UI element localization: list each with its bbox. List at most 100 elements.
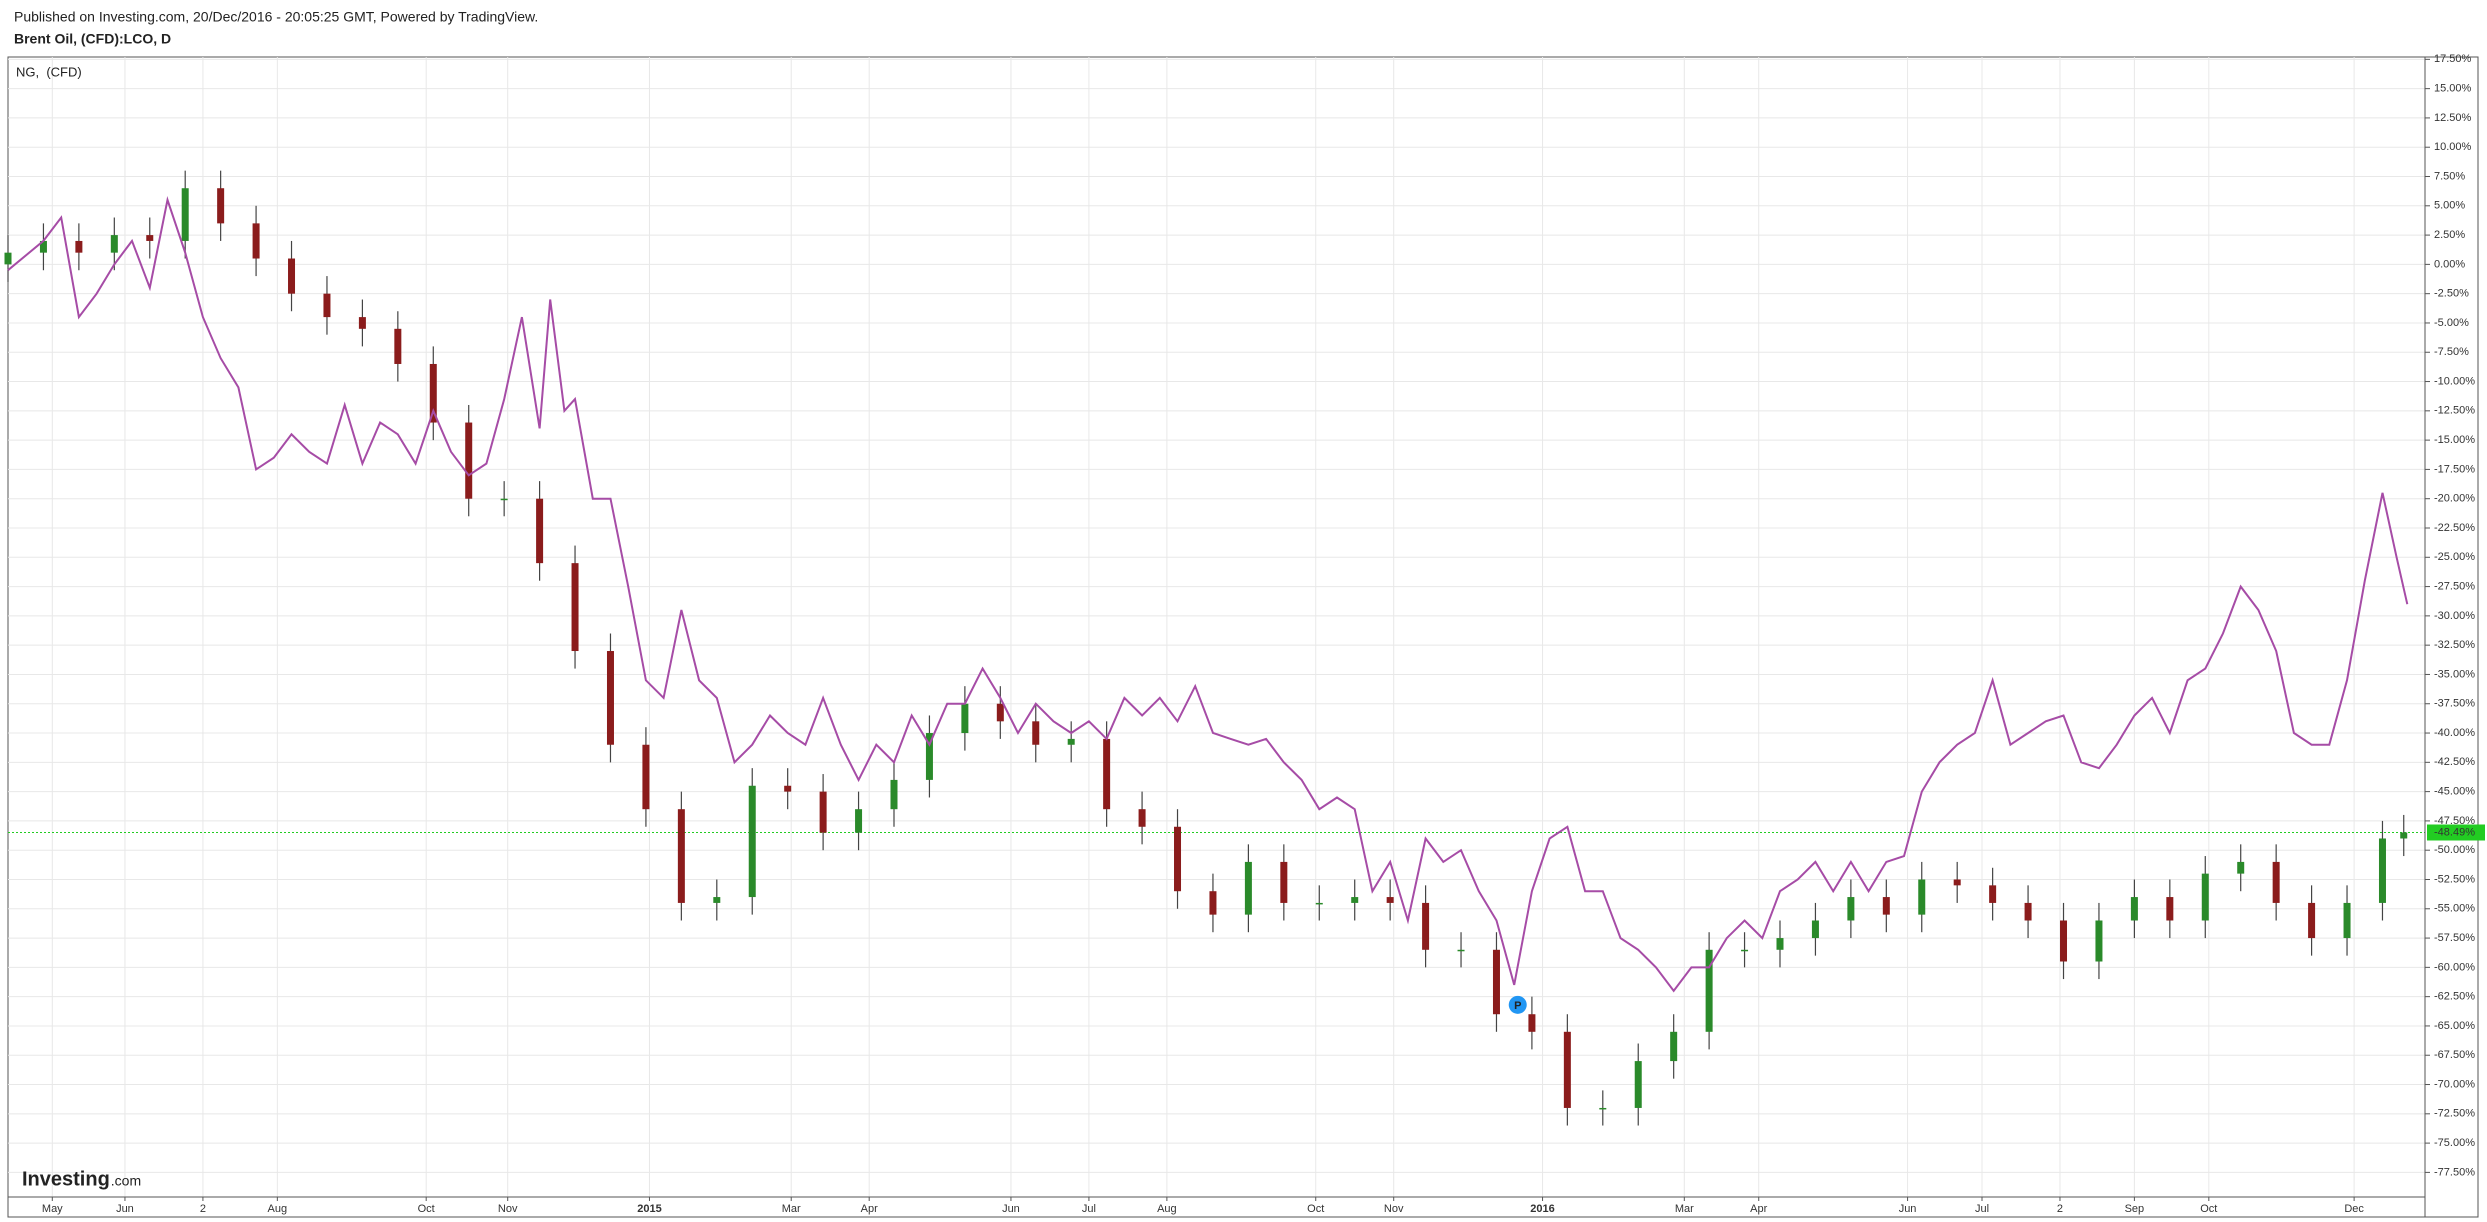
y-tick-label: 17.50% [2434,53,2472,65]
y-tick-label: -70.00% [2434,1078,2475,1090]
y-tick-label: -62.50% [2434,991,2475,1003]
x-tick-label: 2 [200,1203,206,1215]
y-tick-label: -15.00% [2434,434,2475,446]
y-tick-label: 2.50% [2434,229,2465,241]
y-tick-label: -52.50% [2434,873,2475,885]
candle-body [1138,809,1146,827]
price-label-box [2427,824,2485,841]
x-tick-label: Aug [1157,1203,1177,1215]
candle-body [358,317,366,329]
candle-body [1528,1014,1536,1032]
y-tick-label: -65.00% [2434,1020,2475,1032]
candle-body [217,188,225,224]
y-tick-label: -12.50% [2434,405,2475,417]
x-tick-label: Apr [1750,1203,1767,1215]
candle-body [1103,738,1111,810]
candle-body [1882,897,1890,915]
x-tick-label: Dec [2344,1203,2364,1215]
x-tick-label: Mar [1675,1203,1694,1215]
candle-body [748,785,756,898]
x-tick-label: Jul [1082,1203,1096,1215]
candle-body [2201,873,2209,921]
line-series [7,196,2409,993]
candle-body [1989,885,1997,903]
candle-body [1209,891,1217,915]
x-tick-label: Jun [116,1203,134,1215]
candle-body [394,328,402,364]
x-tick-label: Oct [2200,1203,2217,1215]
y-tick-label: -27.50% [2434,580,2475,592]
y-tick-label: -17.50% [2434,463,2475,475]
candle-body [855,809,863,833]
y-tick-label: -2.50% [2434,288,2469,300]
y-tick-label: -7.50% [2434,346,2469,358]
y-tick-label: -72.50% [2434,1108,2475,1120]
grid [8,57,2425,1197]
candle-body [536,498,544,564]
candle-body [2308,902,2316,939]
x-tick-label: 2016 [1530,1203,1554,1215]
y-tick-label: -47.50% [2434,815,2475,827]
x-tick-label: Jun [1899,1203,1917,1215]
x-tick-label: Oct [418,1203,435,1215]
y-tick-label: -37.50% [2434,698,2475,710]
candle-body [75,240,83,253]
candle-body [1280,861,1288,903]
candle-body [1457,949,1465,952]
y-tick-label: -35.00% [2434,668,2475,680]
candle-body [1032,721,1040,745]
candle-body [39,240,47,253]
y-tick-label: 12.50% [2434,112,2472,124]
candle-body [1315,902,1323,905]
y-tick-label: -57.50% [2434,932,2475,944]
candle-body [606,651,614,745]
candle-body [110,235,118,253]
y-tick-label: 5.00% [2434,200,2465,212]
candle-body [1634,1061,1642,1108]
candle-body [1918,879,1926,915]
candle-body [2237,861,2245,874]
candle-body [1244,861,1252,915]
y-tick-label: 7.50% [2434,170,2465,182]
x-tick-label: Jul [1975,1203,1989,1215]
y-tick-label: -22.50% [2434,522,2475,534]
candle-body [713,897,721,903]
candle-body [2060,920,2068,962]
logo-suffix: .com [111,1173,141,1189]
x-tick-label: Nov [1384,1203,1404,1215]
candle-body [323,293,331,318]
candle-body [642,744,650,810]
y-tick-label: -10.00% [2434,375,2475,387]
legend-entry: NG, (CFD) [16,64,82,79]
candle-body [429,363,437,423]
axes: 17.50% 15.00% 12.50% 10.00% 7.50% 5.00% 2.50% 0… [42,53,2485,1215]
candle-body [1599,1107,1607,1110]
x-tick-label: Nov [498,1203,518,1215]
candle-body [252,223,260,259]
y-tick-label: -32.50% [2434,639,2475,651]
y-tick-label: 15.00% [2434,83,2472,95]
candle-body [2378,838,2386,903]
candle-body [1492,949,1500,1015]
y-tick-label: -75.00% [2434,1137,2475,1149]
candle-body [1386,897,1394,903]
candle-body [819,791,827,833]
source-note: Published on Investing.com, 20/Dec/2016 … [14,9,538,25]
candle-body [465,422,473,499]
x-tick-label: Aug [268,1203,288,1215]
y-tick-label: -5.00% [2434,317,2469,329]
y-tick-label: -40.00% [2434,727,2475,739]
candle-body [784,785,792,792]
candle-body [890,779,898,810]
chart-frame [7,56,2479,1218]
candle-body [2272,861,2280,903]
y-tick-label: -20.00% [2434,493,2475,505]
candle-body [500,498,508,501]
plot-area: P [4,170,2425,1126]
candle-body [1705,949,1713,1032]
candle-body [1174,826,1182,892]
candle-body [677,809,685,903]
